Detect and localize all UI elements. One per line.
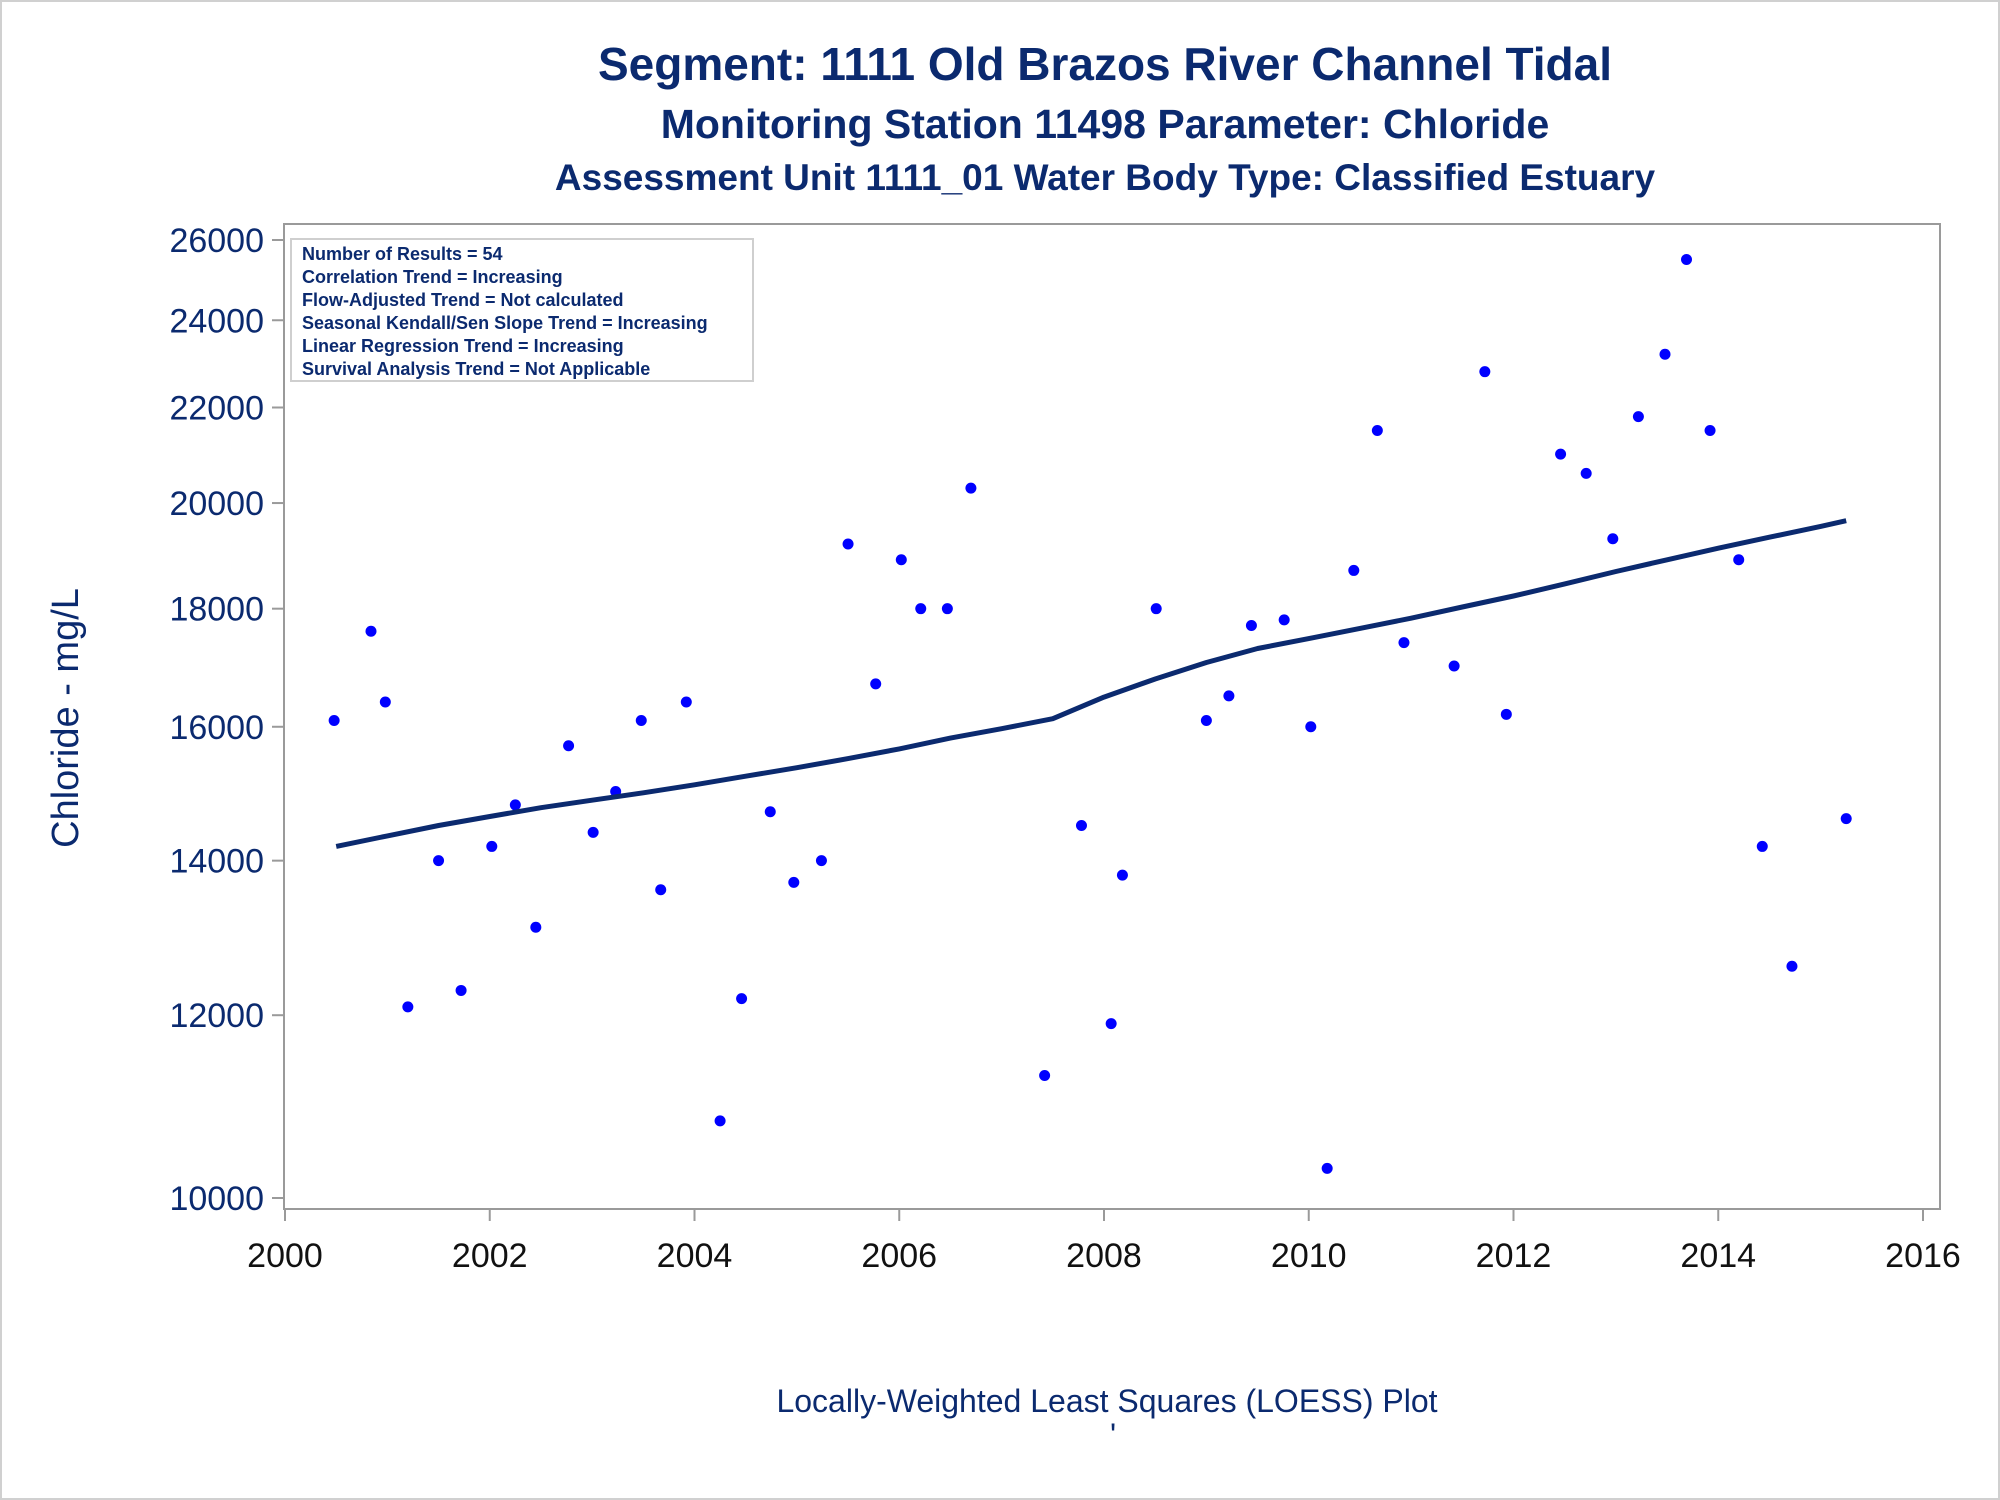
data-point [1075, 819, 1087, 831]
x-axis: 2000 2002 2004 2006 2008 2010 2012 2014 2016 [247, 1209, 1961, 1275]
stats-line-results: Number of Results = 54 [302, 244, 503, 264]
data-point [1659, 348, 1671, 360]
footnote-mark: ' [1110, 1417, 1116, 1453]
data-point [433, 855, 445, 867]
data-point [1756, 840, 1768, 852]
data-point [365, 625, 377, 637]
data-point [1500, 708, 1512, 720]
data-point [379, 696, 391, 708]
data-point [1681, 253, 1693, 265]
x-tick-label: 2004 [657, 1237, 733, 1275]
data-point [788, 876, 800, 888]
data-point [530, 921, 542, 933]
data-point [965, 482, 977, 494]
y-tick-label: 24000 [169, 302, 264, 340]
data-point [815, 855, 827, 867]
data-point [1607, 533, 1619, 545]
data-point [1150, 603, 1162, 615]
x-tick-label: 2000 [247, 1237, 323, 1275]
stats-line-seasonal-kendall: Seasonal Kendall/Sen Slope Trend = Incre… [302, 313, 708, 333]
stats-line-linear-regression: Linear Regression Trend = Increasing [302, 336, 624, 356]
data-point [1704, 425, 1716, 437]
data-point [1398, 637, 1410, 649]
y-tick-label: 10000 [169, 1180, 264, 1218]
y-tick-label: 14000 [169, 843, 264, 881]
data-point [1733, 554, 1745, 566]
x-tick-label: 2010 [1271, 1237, 1347, 1275]
y-axis-label: Chloride - mg/L [45, 588, 87, 848]
y-tick-label: 26000 [169, 222, 264, 260]
scatter-points [328, 253, 1852, 1174]
x-tick-label: 2012 [1476, 1237, 1552, 1275]
data-point [915, 603, 927, 615]
x-tick-label: 2016 [1885, 1237, 1961, 1275]
data-point [509, 799, 521, 811]
x-tick-label: 2008 [1066, 1237, 1142, 1275]
data-point [1245, 620, 1257, 632]
data-point [1321, 1162, 1333, 1174]
y-tick-label: 12000 [169, 997, 264, 1035]
data-point [1786, 960, 1798, 972]
data-point [714, 1115, 726, 1127]
y-tick-label: 18000 [169, 591, 264, 629]
data-point [328, 715, 340, 727]
stats-line-survival: Survival Analysis Trend = Not Applicable [302, 359, 650, 379]
data-point [1105, 1018, 1117, 1030]
data-point [1479, 366, 1491, 378]
data-point [736, 993, 748, 1005]
y-tick-label: 20000 [169, 485, 264, 523]
data-point [842, 538, 854, 550]
data-point [1116, 869, 1128, 881]
footnote: Locally-Weighted Least Squares (LOESS) P… [776, 1383, 1437, 1419]
plot-area [283, 223, 1941, 1210]
data-point [1580, 467, 1592, 479]
x-tick-label: 2014 [1680, 1237, 1756, 1275]
data-point [680, 696, 692, 708]
data-point [486, 840, 498, 852]
y-tick-label: 16000 [169, 709, 264, 747]
data-point [587, 826, 599, 838]
data-point [1840, 813, 1852, 825]
x-tick-label: 2002 [452, 1237, 528, 1275]
data-point [635, 715, 647, 727]
data-point [455, 984, 467, 996]
data-point [1448, 660, 1460, 672]
data-point [941, 603, 953, 615]
data-point [1555, 448, 1567, 460]
data-point [655, 884, 667, 896]
data-point [895, 554, 907, 566]
data-point [402, 1001, 414, 1013]
data-point [1371, 425, 1383, 437]
data-point [764, 806, 776, 818]
data-point [563, 740, 575, 752]
y-tick-label: 22000 [169, 389, 264, 427]
data-point [1278, 614, 1290, 626]
data-point [1200, 715, 1212, 727]
chart-subtitle-2: Assessment Unit 1111_01 Water Body Type:… [555, 157, 1656, 198]
chart-subtitle: Monitoring Station 11498 Parameter: Chlo… [661, 101, 1550, 147]
data-point [870, 678, 882, 690]
data-point [1305, 721, 1317, 733]
data-point [1039, 1069, 1051, 1081]
y-axis: 10000 12000 14000 16000 18000 20000 22000 24000… [169, 222, 284, 1218]
loess-line [335, 518, 1847, 849]
x-tick-label: 2006 [861, 1237, 937, 1275]
stats-line-correlation: Correlation Trend = Increasing [302, 267, 563, 287]
data-point [1223, 690, 1235, 702]
data-point [1348, 564, 1360, 576]
chart-title: Segment: 1111 Old Brazos River Channel T… [598, 38, 1612, 90]
stats-line-flow-adjusted: Flow-Adjusted Trend = Not calculated [302, 290, 624, 310]
stats-box [290, 238, 754, 382]
data-point [1632, 411, 1644, 423]
